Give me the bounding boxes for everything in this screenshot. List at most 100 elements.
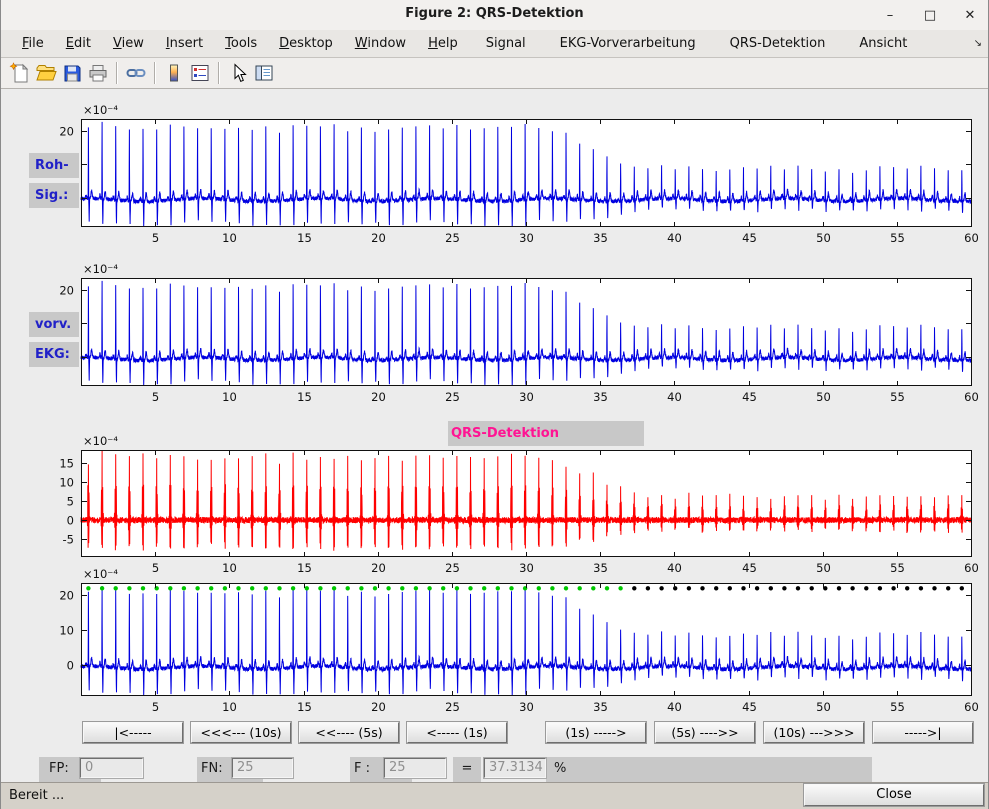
menu-help[interactable]: Help: [428, 35, 458, 51]
window-title: Figure 2: QRS-Detektion: [405, 6, 584, 21]
plot-qrs-detektion: 5 10 15 20 25 30 35 40 45 50 55 60 -5 0 5 10 15: [59, 449, 979, 575]
missed-beat-marker: [632, 586, 637, 591]
minimize-button[interactable]: –: [886, 7, 894, 23]
svg-text:50: 50: [816, 231, 831, 245]
missed-beat-marker: [659, 586, 664, 591]
detected-beat-marker: [304, 586, 309, 591]
y-scale-label-plot2: ×10⁻⁴: [83, 262, 118, 276]
detected-beat-marker: [113, 586, 118, 591]
detected-beat-marker: [495, 586, 500, 591]
save-floppy-icon: [64, 65, 81, 82]
property-inspector-button[interactable]: [251, 60, 277, 86]
menu-ekg-vorverarbeitung[interactable]: EKG-Vorverarbeitung: [559, 35, 696, 51]
svg-text:20: 20: [371, 561, 386, 575]
nav-button-3[interactable]: <----- (1s): [407, 722, 507, 743]
insert-legend-button[interactable]: [187, 60, 213, 86]
svg-text:10: 10: [222, 390, 237, 404]
svg-text:10: 10: [59, 624, 74, 638]
menu-ansicht[interactable]: Ansicht: [859, 35, 908, 51]
toolbar-separator: [218, 62, 220, 84]
pointer-button[interactable]: [225, 60, 251, 86]
f-field[interactable]: 25: [384, 758, 446, 778]
menu-overflow-arrow-icon[interactable]: ↘: [973, 38, 982, 49]
svg-text:50: 50: [816, 700, 831, 714]
menu-edit[interactable]: Edit: [65, 35, 91, 51]
detected-beat-marker: [222, 586, 228, 591]
qrs-detektion-plot-title: QRS-Detektion: [448, 421, 644, 446]
fn-field[interactable]: 25: [232, 758, 293, 778]
svg-text:30: 30: [519, 561, 534, 575]
label-roh-signal-line1: Roh-: [29, 153, 79, 178]
print-figure-button[interactable]: [85, 60, 111, 86]
svg-text:20: 20: [59, 284, 74, 298]
label-roh-signal-line2: Sig.:: [29, 183, 79, 208]
missed-beat-marker: [836, 586, 842, 591]
detected-beat-marker: [400, 586, 405, 591]
menu-window[interactable]: Window: [354, 35, 407, 51]
new-figure-button[interactable]: [7, 60, 33, 86]
y-scale-label-plot3: ×10⁻⁴: [83, 434, 118, 448]
svg-text:45: 45: [742, 561, 757, 575]
missed-beat-marker: [768, 586, 773, 591]
missed-beat-marker: [959, 586, 964, 591]
svg-text:5: 5: [152, 700, 159, 714]
menu-view[interactable]: View: [112, 35, 144, 51]
svg-text:55: 55: [890, 561, 905, 575]
menu-qrs-detektion[interactable]: QRS-Detektion: [729, 35, 826, 51]
nav-button-1[interactable]: <<<--- (10s): [191, 722, 291, 743]
close-window-button[interactable]: ✕: [964, 7, 976, 23]
svg-text:50: 50: [816, 390, 831, 404]
menu-tools[interactable]: Tools: [225, 35, 258, 51]
nav-button-0[interactable]: |<-----: [83, 722, 183, 743]
insert-colorbar-button[interactable]: [161, 60, 187, 86]
svg-text:30: 30: [519, 700, 534, 714]
nav-button-4[interactable]: (1s) ----->: [546, 722, 646, 743]
detected-beat-marker: [441, 586, 446, 591]
link-plot-button[interactable]: [123, 60, 149, 86]
missed-beat-marker: [877, 586, 883, 591]
plot-detektion-marker: 5 10 15 20 25 30 35 40 45 50 55 60 0 10 20: [59, 583, 979, 714]
menu-insert[interactable]: Insert: [165, 35, 204, 51]
missed-beat-marker: [864, 586, 869, 591]
detected-beat-marker: [468, 586, 473, 591]
signal-trace-vorverarbeitetes-ekg: [80, 280, 972, 386]
missed-beat-marker: [700, 586, 705, 591]
svg-text:20: 20: [59, 589, 74, 603]
missed-beat-marker: [795, 586, 801, 591]
missed-beat-marker: [673, 586, 678, 591]
svg-text:55: 55: [890, 231, 905, 245]
fp-field[interactable]: 0: [80, 758, 143, 778]
nav-button-2[interactable]: <<---- (5s): [299, 722, 399, 743]
svg-text:25: 25: [445, 390, 460, 404]
menu-file[interactable]: File: [22, 35, 44, 51]
svg-text:45: 45: [742, 700, 757, 714]
detected-beat-marker: [195, 586, 200, 591]
maximize-button[interactable]: □: [923, 7, 937, 23]
signal-trace-roh-signal: [80, 121, 972, 227]
missed-beat-marker: [714, 586, 719, 591]
save-figure-button[interactable]: [59, 60, 85, 86]
menu-signal[interactable]: Signal: [485, 35, 526, 51]
nav-button-7[interactable]: ----->|: [873, 722, 973, 743]
detected-beat-marker: [482, 586, 487, 591]
detected-beat-marker: [454, 586, 460, 591]
menu-desktop[interactable]: Desktop: [279, 35, 333, 51]
nav-button-5[interactable]: (5s) ---->>: [655, 722, 755, 743]
detected-beat-marker: [99, 586, 105, 591]
signal-trace-detektion-marker: [80, 585, 972, 696]
svg-text:30: 30: [519, 231, 534, 245]
svg-text:15: 15: [59, 457, 74, 471]
svg-text:20: 20: [371, 231, 386, 245]
open-file-button[interactable]: [33, 60, 59, 86]
detected-beat-marker: [563, 586, 569, 591]
menu-items: File Edit View Insert Tools Desktop Window Help…: [11, 30, 924, 58]
svg-text:10: 10: [59, 476, 74, 490]
detected-beat-marker: [290, 586, 296, 591]
nav-button-6[interactable]: (10s) --->>>: [764, 722, 864, 743]
svg-text:35: 35: [593, 700, 608, 714]
close-figure-button[interactable]: Close: [804, 784, 984, 806]
figure-toolbar: [1, 58, 988, 89]
label-vorv-ekg-line1: vorv.: [29, 312, 79, 337]
ratio-field[interactable]: 37.3134: [484, 758, 546, 778]
